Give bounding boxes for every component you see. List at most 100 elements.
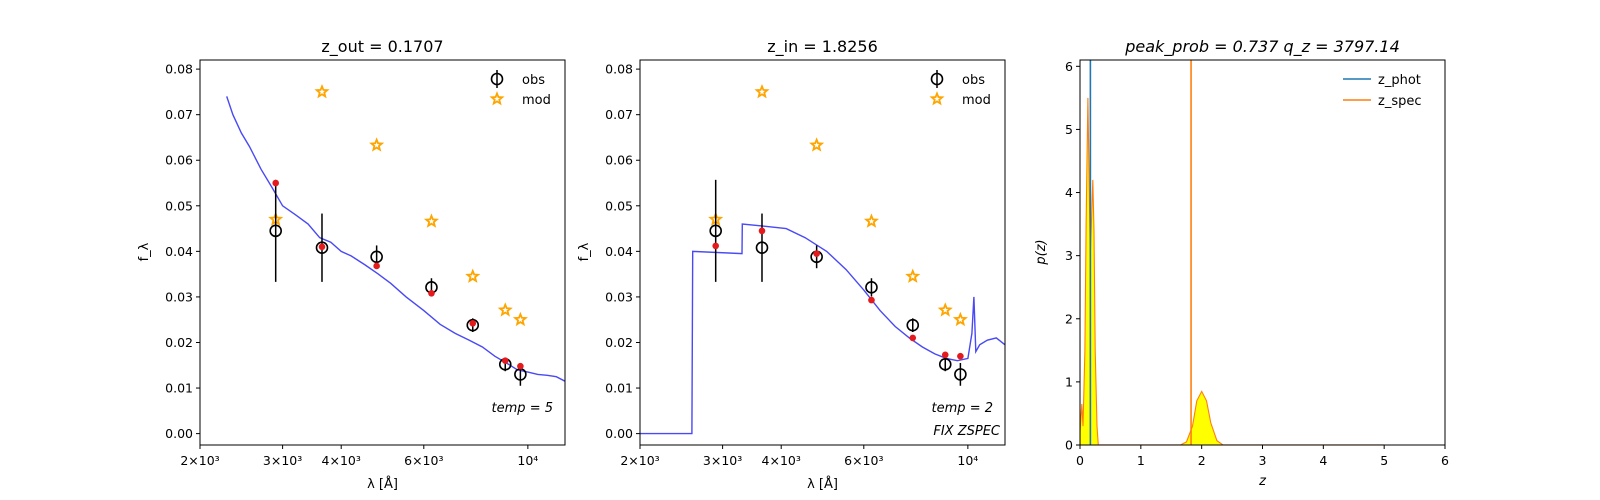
model-flux-point [318,243,326,251]
mod-point [497,302,513,317]
x-tick-label: 10⁴ [957,453,978,468]
panel-left-legend: obs mod [489,70,551,108]
y-tick-label: 0.07 [605,107,633,122]
panel-right-title: peak_prob = 0.737 q_z = 3797.14 [1124,37,1400,57]
y-tick-label: 0.00 [165,426,193,441]
y-tick-label: 0.03 [605,289,633,304]
panel-middle-annotation: temp = 2 [932,401,993,416]
y-tick-label: 6 [1065,59,1073,74]
pdf-area [1080,97,1099,445]
panel-left: z_out = 0.1707 0.00 0.01 0.02 0.03 0.04 0.05 0… [137,37,566,492]
x-tick-label: 3 [1259,453,1267,468]
panel-right-ylabel: p(z) [1034,239,1049,265]
legend-zspec-label: z_spec [1378,94,1422,109]
obs-point [865,281,878,294]
y-tick-label: 0.06 [165,153,193,168]
mod-point [465,268,481,283]
obs-point [938,358,952,371]
y-tick-label: 2 [1065,311,1073,326]
panel-middle-legend: obs mod [929,70,991,108]
x-tick-label: 0 [1076,453,1084,468]
model-flux-point [469,320,477,327]
x-tick-label: 6×10³ [404,453,443,468]
obs-point [709,224,722,238]
y-tick-label: 0.06 [605,153,633,168]
x-tick-label: 5 [1380,453,1388,468]
mod-point [937,302,953,317]
y-tick-label: 0.08 [165,62,193,77]
x-tick-label: 3×10³ [703,453,742,468]
model-flux-point [517,362,524,370]
obs-point [269,224,282,238]
panel-left-frame [199,59,566,446]
legend-obs-label: obs [962,73,985,88]
model-flux-point [941,351,949,359]
legend-obs-label: obs [522,73,545,88]
x-tick-label: 3×10³ [263,453,302,468]
panel-middle-annotation-2: FIX ZSPEC [933,424,1001,439]
sed-spectrum-line [226,96,565,382]
x-tick-label: 4×10³ [762,453,801,468]
sed-spectrum-line [640,223,1005,435]
y-tick-label: 0.08 [605,62,633,77]
y-tick-label: 0.01 [165,381,193,396]
obs-point [954,368,967,381]
legend-mod-marker [489,91,505,106]
pdf-area [1180,390,1224,445]
mod-point [809,137,825,152]
panel-middle-title: z_in = 1.8256 [767,37,878,57]
model-flux-point [868,296,875,304]
y-tick-label: 0.02 [605,335,633,350]
y-tick-label: 0.07 [165,107,193,122]
y-tick-label: 3 [1065,248,1073,263]
mod-point [512,311,528,327]
x-tick-label: 10⁴ [517,453,538,468]
panel-left-xlabel: λ [Å] [367,476,398,492]
model-flux-point [428,289,435,297]
y-tick-label: 1 [1065,374,1073,389]
mod-point [863,213,880,228]
legend-mod-label: mod [962,93,991,108]
obs-point [466,318,480,332]
panel-middle-xlabel: λ [Å] [807,476,838,492]
y-tick-label: 4 [1065,185,1073,200]
y-tick-label: 0.00 [605,426,633,441]
model-flux-point [758,227,766,235]
obs-point [315,241,329,255]
panel-left-ylabel: f_λ [137,242,152,261]
panel-middle-frame [639,59,1006,446]
obs-point [370,250,383,264]
mod-point [754,83,770,99]
model-flux-point [813,250,820,257]
y-tick-label: 0.05 [605,198,633,213]
panel-right-frame [1079,59,1446,446]
legend-mod-label: mod [522,93,551,108]
mod-point [369,137,385,152]
mod-point [314,83,330,99]
model-flux-point [501,357,509,365]
y-tick-label: 0.04 [605,244,633,259]
y-tick-label: 0.02 [165,335,193,350]
x-tick-label: 6 [1441,453,1449,468]
panel-right-legend: z_phot z_spec [1343,73,1422,109]
mod-point [905,268,921,283]
y-tick-label: 0.01 [605,381,633,396]
mod-point [423,213,440,228]
model-flux-point [957,352,964,360]
x-tick-label: 2×10³ [620,453,659,468]
model-flux-point [272,179,279,187]
panel-middle: z_in = 1.8256 0.00 0.01 0.02 0.03 0.04 0.05 0.… [577,37,1006,492]
mod-point [952,311,968,327]
y-tick-label: 0.03 [165,289,193,304]
legend-mod-marker [929,91,945,106]
y-tick-label: 0 [1065,438,1073,453]
x-tick-label: 6×10³ [844,453,883,468]
panel-middle-ylabel: f_λ [577,242,592,261]
panel-right: peak_prob = 0.737 q_z = 3797.14 0 1 2 3 4 5 6 0… [1034,37,1449,489]
obs-point [906,318,920,332]
panel-left-annotation: temp = 5 [492,401,553,416]
panel-right-xlabel: z [1258,474,1267,489]
obs-point [755,241,769,255]
legend-zphot-label: z_phot [1378,73,1421,88]
